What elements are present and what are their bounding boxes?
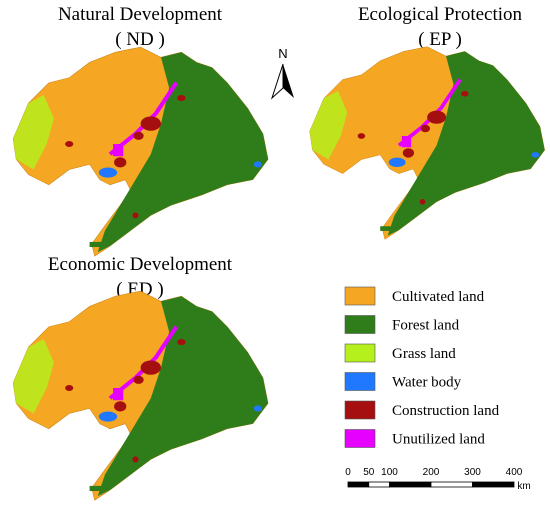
construction-area	[132, 456, 139, 463]
construction-area	[133, 131, 144, 140]
construction-area	[132, 212, 139, 219]
construction-area	[65, 384, 74, 392]
forest-area	[97, 52, 269, 253]
island	[89, 241, 104, 248]
unutilized-area	[401, 136, 412, 148]
water-area	[98, 167, 118, 178]
grass-area	[13, 95, 54, 170]
legend-label: Grass land	[392, 346, 456, 362]
grass-area	[13, 339, 54, 414]
map	[12, 290, 269, 501]
construction-area	[357, 133, 366, 139]
forest-area	[387, 51, 545, 236]
water-area	[253, 161, 262, 168]
scale-unit: km	[517, 481, 530, 492]
scale-segment	[368, 481, 390, 488]
scale-segment	[389, 481, 432, 488]
construction-area	[177, 339, 186, 346]
scale-label: 200	[423, 467, 440, 478]
scale-label: 400	[506, 467, 523, 478]
water-area	[388, 157, 406, 168]
legend-label: Unutilized land	[392, 432, 485, 448]
construction-area	[420, 124, 431, 133]
water-area	[253, 405, 262, 412]
map	[12, 46, 269, 257]
arrow-left	[270, 63, 284, 100]
legend-swatch	[344, 286, 376, 306]
scale-label: 50	[363, 467, 375, 478]
north-arrow: N	[270, 46, 294, 100]
map	[309, 46, 545, 240]
island	[89, 485, 104, 492]
legend-swatch	[344, 429, 376, 448]
unutilized-area	[113, 144, 124, 157]
legend-label: Water body	[392, 375, 462, 391]
scale-label: 0	[345, 467, 351, 478]
panel-title: Economic Development	[48, 254, 233, 275]
panel-code: ( EP )	[418, 29, 462, 50]
panel-title: Ecological Protection	[358, 4, 523, 25]
legend-swatch	[344, 372, 376, 391]
legend-label: Cultivated land	[392, 289, 485, 305]
forest-area	[97, 296, 269, 497]
construction-area	[177, 95, 186, 102]
construction-area	[114, 157, 127, 168]
scale-segment	[430, 481, 473, 488]
construction-area	[114, 401, 127, 412]
panel-title: Natural Development	[58, 4, 223, 25]
legend-swatch	[344, 343, 376, 363]
legend-label: Construction land	[392, 403, 500, 419]
north-label: N	[278, 46, 287, 61]
unutilized-area	[113, 388, 124, 401]
construction-area	[140, 360, 161, 375]
construction-area	[461, 90, 469, 97]
scale-label: 300	[464, 467, 481, 478]
scale-label: 100	[381, 467, 398, 478]
construction-area	[419, 198, 426, 205]
construction-area	[427, 110, 446, 124]
scale-segment	[347, 481, 370, 488]
construction-area	[402, 148, 415, 158]
legend-swatch	[344, 315, 376, 334]
construction-area	[140, 116, 161, 131]
arrow-right	[283, 64, 294, 98]
grass-area	[309, 90, 348, 160]
water-area	[98, 411, 118, 422]
island	[380, 226, 394, 231]
construction-area	[133, 375, 144, 384]
legend-label: Forest land	[392, 318, 460, 334]
construction-area	[65, 140, 74, 148]
water-area	[531, 151, 540, 158]
panel-code: ( ND )	[115, 29, 165, 50]
scale-segment	[472, 481, 515, 488]
legend-swatch	[344, 400, 376, 420]
